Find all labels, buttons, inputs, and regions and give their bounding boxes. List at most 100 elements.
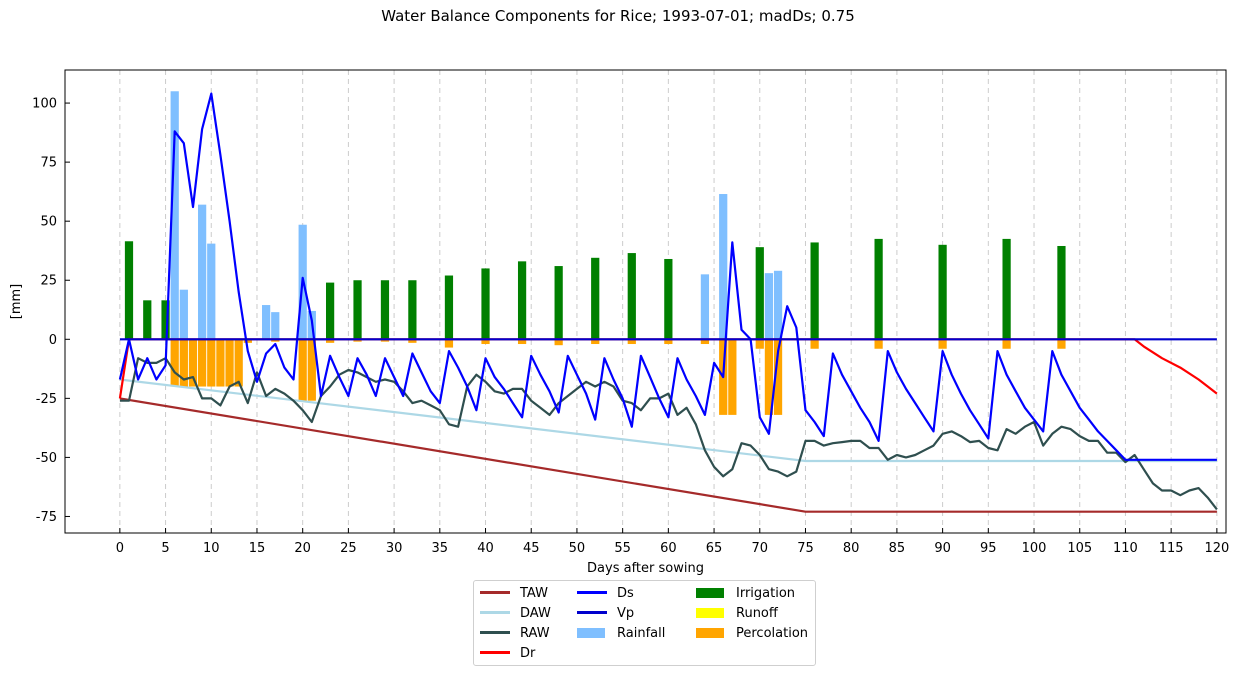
y-tick-label--25: -25 <box>36 392 57 407</box>
irrigation-bar-26 <box>353 280 362 340</box>
x-tick-label-40: 40 <box>477 541 494 556</box>
rainfall-bar-66 <box>719 194 728 340</box>
percolation-bar-72 <box>773 339 783 415</box>
legend-item-dr: Dr <box>480 645 535 663</box>
percolation-bar-11 <box>216 339 225 387</box>
percolation-bar-20 <box>298 339 307 401</box>
y-tick-label--75: -75 <box>36 510 57 525</box>
percolation-bar-67 <box>728 339 737 415</box>
x-tick-label-10: 10 <box>203 541 220 556</box>
rainfall-bar-72 <box>773 270 783 340</box>
x-tick-label-30: 30 <box>386 541 403 556</box>
plot-frame <box>64 69 1227 534</box>
percolation-bar-44 <box>517 339 527 345</box>
irrigation-bar-60 <box>664 258 673 340</box>
x-tick-label-0: 0 <box>116 541 124 556</box>
x-tick-label-75: 75 <box>797 541 814 556</box>
percolation-bar-83 <box>874 339 883 349</box>
irrigation-bar-52 <box>591 257 600 340</box>
irrigation-bar-32 <box>408 280 417 340</box>
y-axis-label: [mm] <box>9 284 24 319</box>
percolation-bar-56 <box>627 339 636 345</box>
irrigation-bar-103 <box>1057 245 1066 340</box>
rainfall-bar-9 <box>198 204 207 340</box>
rainfall-bar-16 <box>262 305 271 340</box>
irrigation-bar-36 <box>444 275 454 340</box>
percolation-bar-9 <box>198 339 207 387</box>
rainfall-bar-17 <box>271 312 280 340</box>
percolation-bar-29 <box>380 339 390 342</box>
irrigation-bar-97 <box>1002 238 1011 340</box>
rainfall-bar-10 <box>207 243 216 340</box>
x-tick-label-70: 70 <box>751 541 768 556</box>
legend-item-vp: Vp <box>577 605 634 623</box>
x-tick-label-45: 45 <box>523 541 540 556</box>
percolation-bar-40 <box>481 339 490 345</box>
irrigation-bar-1 <box>124 241 134 340</box>
percolation-bar-21 <box>307 339 316 401</box>
irrigation-bar-83 <box>874 238 883 340</box>
ds-line <box>118 92 1217 461</box>
x-tick-label-115: 115 <box>1159 541 1184 556</box>
percolation-bar-103 <box>1057 339 1066 349</box>
percolation-bar-60 <box>664 339 673 345</box>
legend-item-runoff: Runoff <box>696 605 778 623</box>
x-tick-label-5: 5 <box>161 541 169 556</box>
y-tick-label-25: 25 <box>40 274 57 289</box>
x-tick-label-110: 110 <box>1113 541 1138 556</box>
irrigation-bar-70 <box>755 247 764 340</box>
x-tick-label-105: 105 <box>1067 541 1092 556</box>
x-tick-label-65: 65 <box>706 541 723 556</box>
x-tick-label-95: 95 <box>980 541 997 556</box>
irrigation-bar-5 <box>161 300 170 340</box>
percolation-bar-48 <box>554 339 563 346</box>
percolation-bar-76 <box>810 339 819 349</box>
y-tick-label-0: 0 <box>49 333 57 348</box>
irrigation-bar-76 <box>810 242 819 340</box>
percolation-bar-8 <box>188 339 198 387</box>
legend-item-irrigation: Irrigation <box>696 585 795 603</box>
x-tick-label-85: 85 <box>889 541 906 556</box>
x-tick-label-35: 35 <box>432 541 449 556</box>
x-tick-label-60: 60 <box>660 541 677 556</box>
legend-item-percolation: Percolation <box>696 625 808 643</box>
x-tick-label-80: 80 <box>843 541 860 556</box>
irrigation-bar-23 <box>325 282 335 340</box>
percolation-bar-23 <box>325 339 335 343</box>
chart-legend: TAW DAW RAW Dr Ds Vp Rainfall Irrigation… <box>473 580 816 666</box>
rainfall-bar-71 <box>764 273 774 340</box>
rainfall-bar-6 <box>170 91 179 340</box>
legend-item-daw: DAW <box>480 605 551 623</box>
x-tick-label-100: 100 <box>1022 541 1047 556</box>
raw-line <box>119 357 1218 511</box>
percolation-bar-97 <box>1002 339 1011 349</box>
legend-item-raw: RAW <box>480 625 550 643</box>
irrigation-bar-48 <box>554 266 563 340</box>
y-tick-label-100: 100 <box>32 97 57 112</box>
percolation-bar-64 <box>700 339 710 345</box>
percolation-bar-14 <box>243 339 252 343</box>
y-tick-label--50: -50 <box>36 451 57 466</box>
percolation-bar-90 <box>938 339 947 349</box>
irrigation-bar-56 <box>627 253 636 340</box>
irrigation-bar-40 <box>481 268 490 340</box>
percolation-bar-13 <box>234 339 243 387</box>
chart-title: Water Balance Components for Rice; 1993-… <box>381 7 855 25</box>
taw-line <box>119 397 1217 513</box>
irrigation-bar-90 <box>938 244 947 340</box>
percolation-bar-52 <box>591 339 600 345</box>
irrigation-bar-3 <box>143 300 152 340</box>
percolation-bar-26 <box>353 339 362 342</box>
x-tick-label-20: 20 <box>294 541 311 556</box>
irrigation-bar-29 <box>380 280 390 340</box>
legend-item-taw: TAW <box>480 585 548 603</box>
percolation-bar-10 <box>207 339 216 387</box>
percolation-bar-36 <box>444 339 454 348</box>
x-tick-label-55: 55 <box>614 541 631 556</box>
percolation-bar-6 <box>170 339 179 387</box>
rainfall-bar-7 <box>179 289 188 340</box>
percolation-bar-71 <box>764 339 774 415</box>
daw-line <box>119 378 1217 463</box>
x-axis-label: Days after sowing <box>587 561 704 576</box>
